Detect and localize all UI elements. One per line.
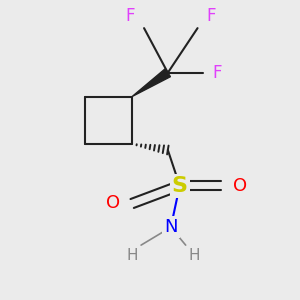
- Polygon shape: [132, 69, 170, 97]
- Text: F: F: [206, 7, 216, 25]
- Text: H: H: [127, 248, 138, 263]
- Text: O: O: [106, 194, 120, 212]
- Text: F: F: [126, 7, 135, 25]
- Text: H: H: [189, 248, 200, 263]
- Text: S: S: [172, 176, 188, 196]
- Text: O: O: [233, 177, 247, 195]
- Text: N: N: [164, 218, 178, 236]
- Text: F: F: [212, 64, 222, 82]
